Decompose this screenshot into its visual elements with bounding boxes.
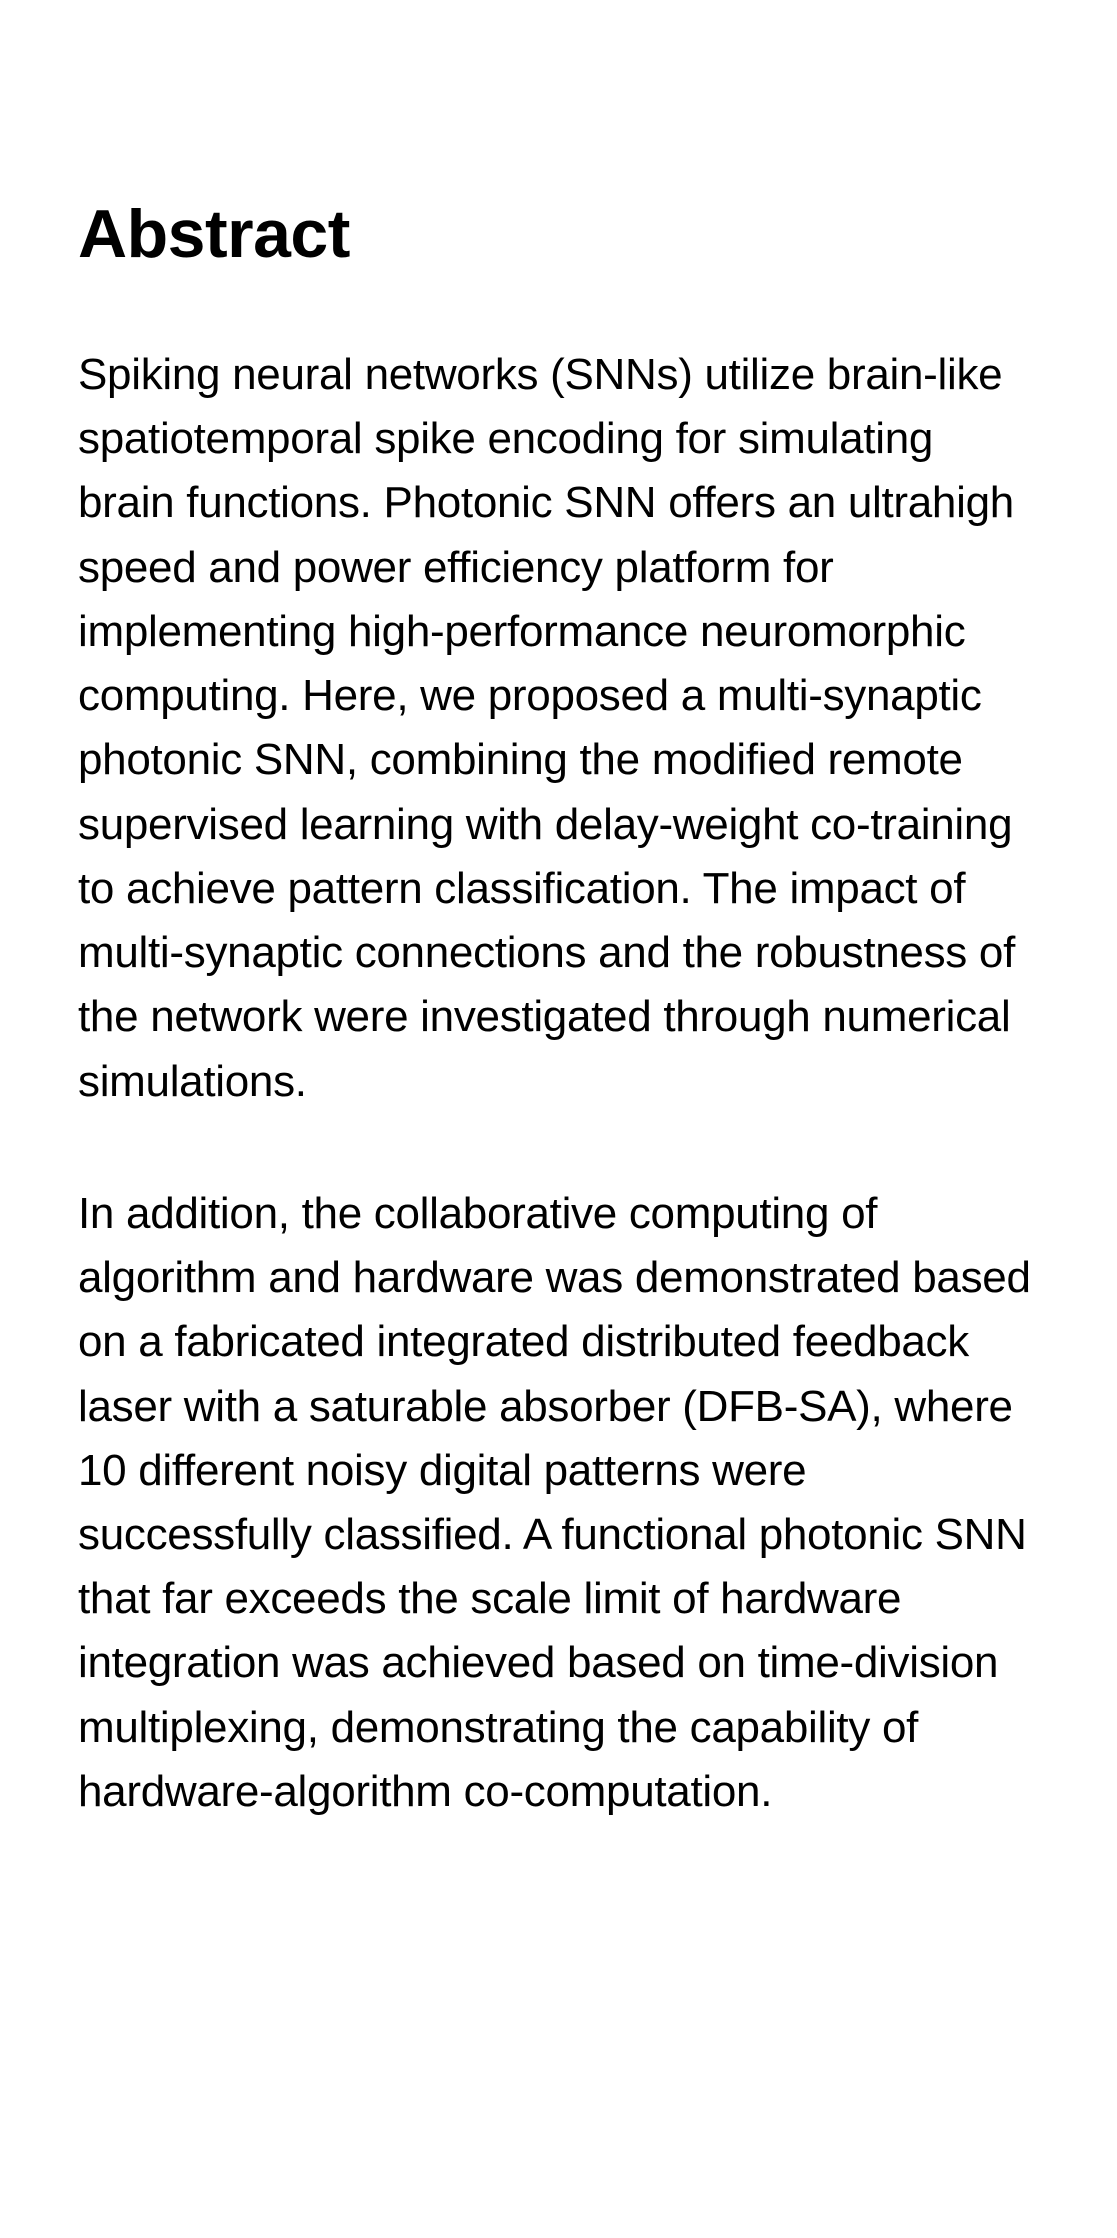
abstract-heading: Abstract — [78, 195, 1039, 273]
abstract-paragraph-2: In addition, the collaborative computing… — [78, 1182, 1039, 1824]
abstract-paragraph-1: Spiking neural networks (SNNs) utilize b… — [78, 343, 1039, 1114]
